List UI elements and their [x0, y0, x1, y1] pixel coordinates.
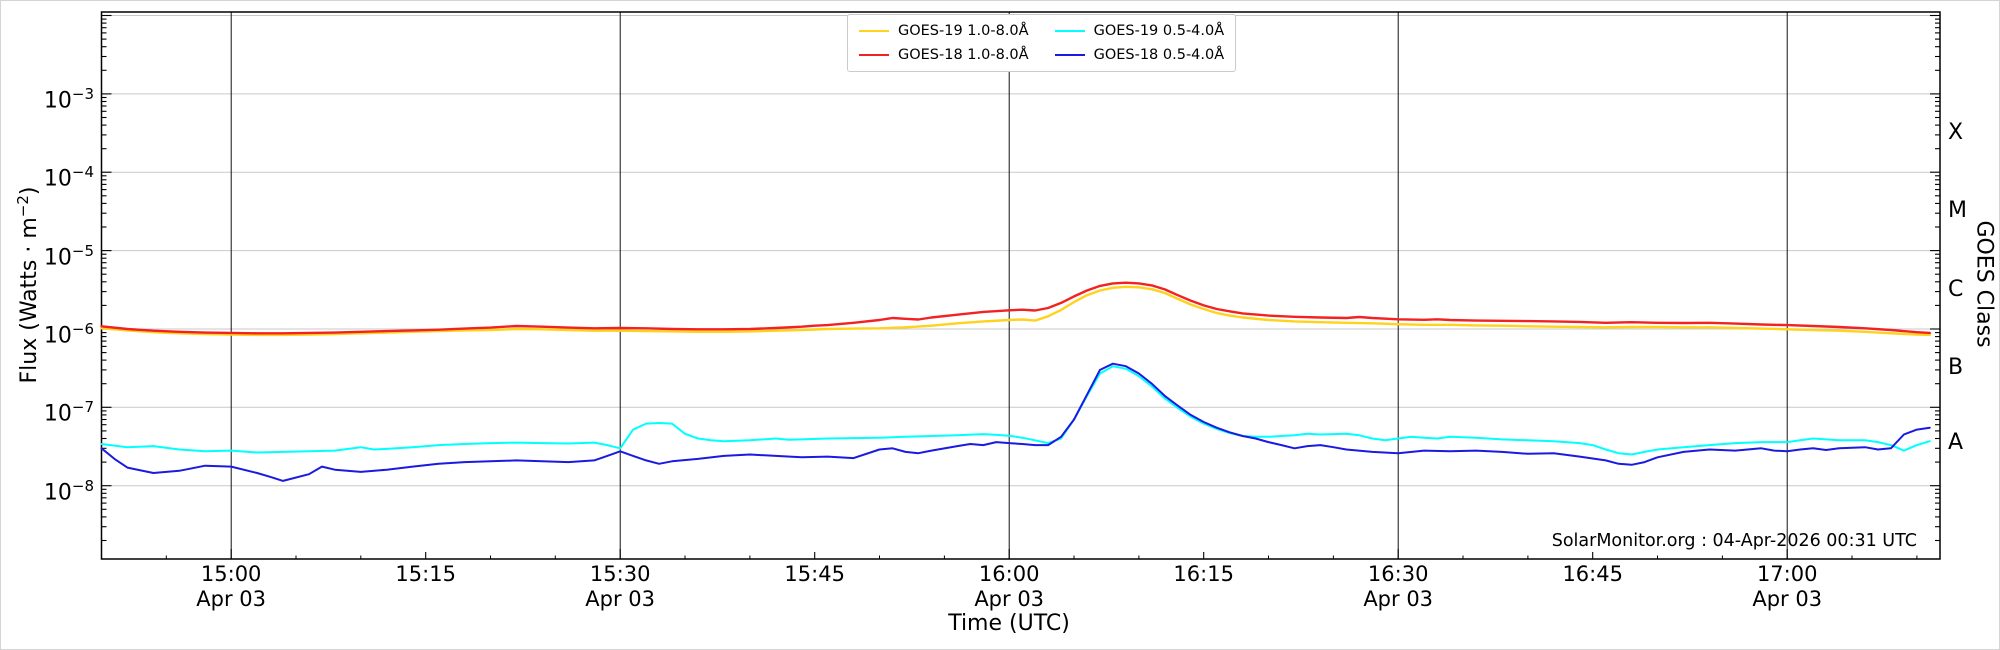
legend-line-swatch-goes18-long [859, 53, 889, 57]
legend-line-swatch-goes19-long [859, 29, 889, 33]
x-tick-label-15:00: 15:00 Apr 03 [161, 562, 301, 612]
goes-class-label-M: M [1948, 198, 1967, 224]
y-tick-label-1e-7: 10−7 [43, 398, 94, 427]
y-axis-label-suffix: ) [17, 186, 43, 196]
legend-label: GOES-19 1.0-8.0Å [898, 23, 1029, 39]
y-axis-label: Flux (Watts · m−2) [14, 187, 42, 384]
x-tick-time: 16:15 [1173, 562, 1234, 586]
y-tick-label-1e-4: 10−4 [43, 163, 94, 192]
legend-item-goes18-long: GOES-18 1.0-8.0Å [859, 47, 1029, 63]
series-line-goes18-short [100, 362, 1931, 482]
x-axis-label: Time (UTC) [948, 611, 1070, 636]
x-tick-time: 15:00 [200, 562, 262, 586]
x-tick-label-16:00: 16:00 Apr 03 [939, 562, 1079, 612]
solarmonitor-annotation: SolarMonitor.org : 04-Apr-2026 00:31 UTC [1551, 531, 1917, 551]
x-tick-time: 16:00 [978, 562, 1040, 586]
legend-label: GOES-18 0.5-4.0Å [1093, 47, 1225, 63]
y-tick-label-1e-8: 10−8 [43, 476, 94, 505]
x-tick-date: Apr 03 [196, 587, 267, 611]
goes-class-label-X: X [1948, 120, 1964, 146]
x-tick-time: 16:45 [1562, 562, 1623, 586]
x-tick-time: 15:15 [395, 562, 456, 586]
y-axis-label-exponent: −2 [13, 195, 32, 218]
plot-border [100, 11, 1941, 560]
series-line-goes19-short [100, 365, 1931, 456]
x-tick-label-15:30: 15:30 Apr 03 [550, 562, 690, 612]
x-tick-date: Apr 03 [585, 587, 656, 611]
x-tick-label-16:45: 16:45 [1523, 562, 1663, 587]
x-tick-label-16:30: 16:30 Apr 03 [1328, 562, 1468, 612]
legend: GOES-19 1.0-8.0Å GOES-18 1.0-8.0Å GOES-19 … [847, 14, 1237, 72]
x-tick-time: 16:30 [1367, 562, 1429, 586]
x-tick-time: 15:30 [589, 562, 651, 586]
legend-label: GOES-19 0.5-4.0Å [1093, 23, 1225, 39]
x-tick-date: Apr 03 [1752, 587, 1823, 611]
x-tick-label-16:15: 16:15 [1134, 562, 1274, 587]
x-tick-time: 15:45 [784, 562, 845, 586]
y-tick-label-1e-6: 10−6 [43, 319, 94, 349]
y-tick-label-1e-5: 10−5 [43, 241, 94, 270]
y-axis-label-text: Flux (Watts · m [17, 217, 43, 384]
legend-label: GOES-18 1.0-8.0Å [898, 47, 1029, 63]
series-line-goes18-long [100, 281, 1932, 335]
x-tick-label-15:15: 15:15 [356, 562, 496, 587]
goes-class-label-B: B [1948, 355, 1964, 381]
legend-line-swatch-goes18-short [1054, 53, 1085, 57]
x-tick-date: Apr 03 [1363, 587, 1434, 611]
right-axis-label: GOES Class [1971, 220, 1997, 348]
x-tick-label-15:45: 15:45 [745, 562, 885, 587]
legend-item-goes19-long: GOES-19 1.0-8.0Å [859, 23, 1029, 39]
legend-line-swatch-goes19-short [1054, 29, 1085, 33]
y-tick-label-1e-3: 10−3 [43, 84, 94, 114]
legend-item-goes19-short: GOES-19 0.5-4.0Å [1054, 23, 1225, 39]
legend-item-goes18-short: GOES-18 0.5-4.0Å [1054, 47, 1225, 63]
x-tick-time: 17:00 [1756, 562, 1818, 586]
goes-class-label-C: C [1948, 276, 1964, 302]
series-line-goes19-long [100, 285, 1932, 337]
x-tick-date: Apr 03 [974, 587, 1045, 611]
x-tick-label-17:00: 17:00 Apr 03 [1717, 562, 1857, 612]
goes-class-label-A: A [1948, 430, 1964, 456]
